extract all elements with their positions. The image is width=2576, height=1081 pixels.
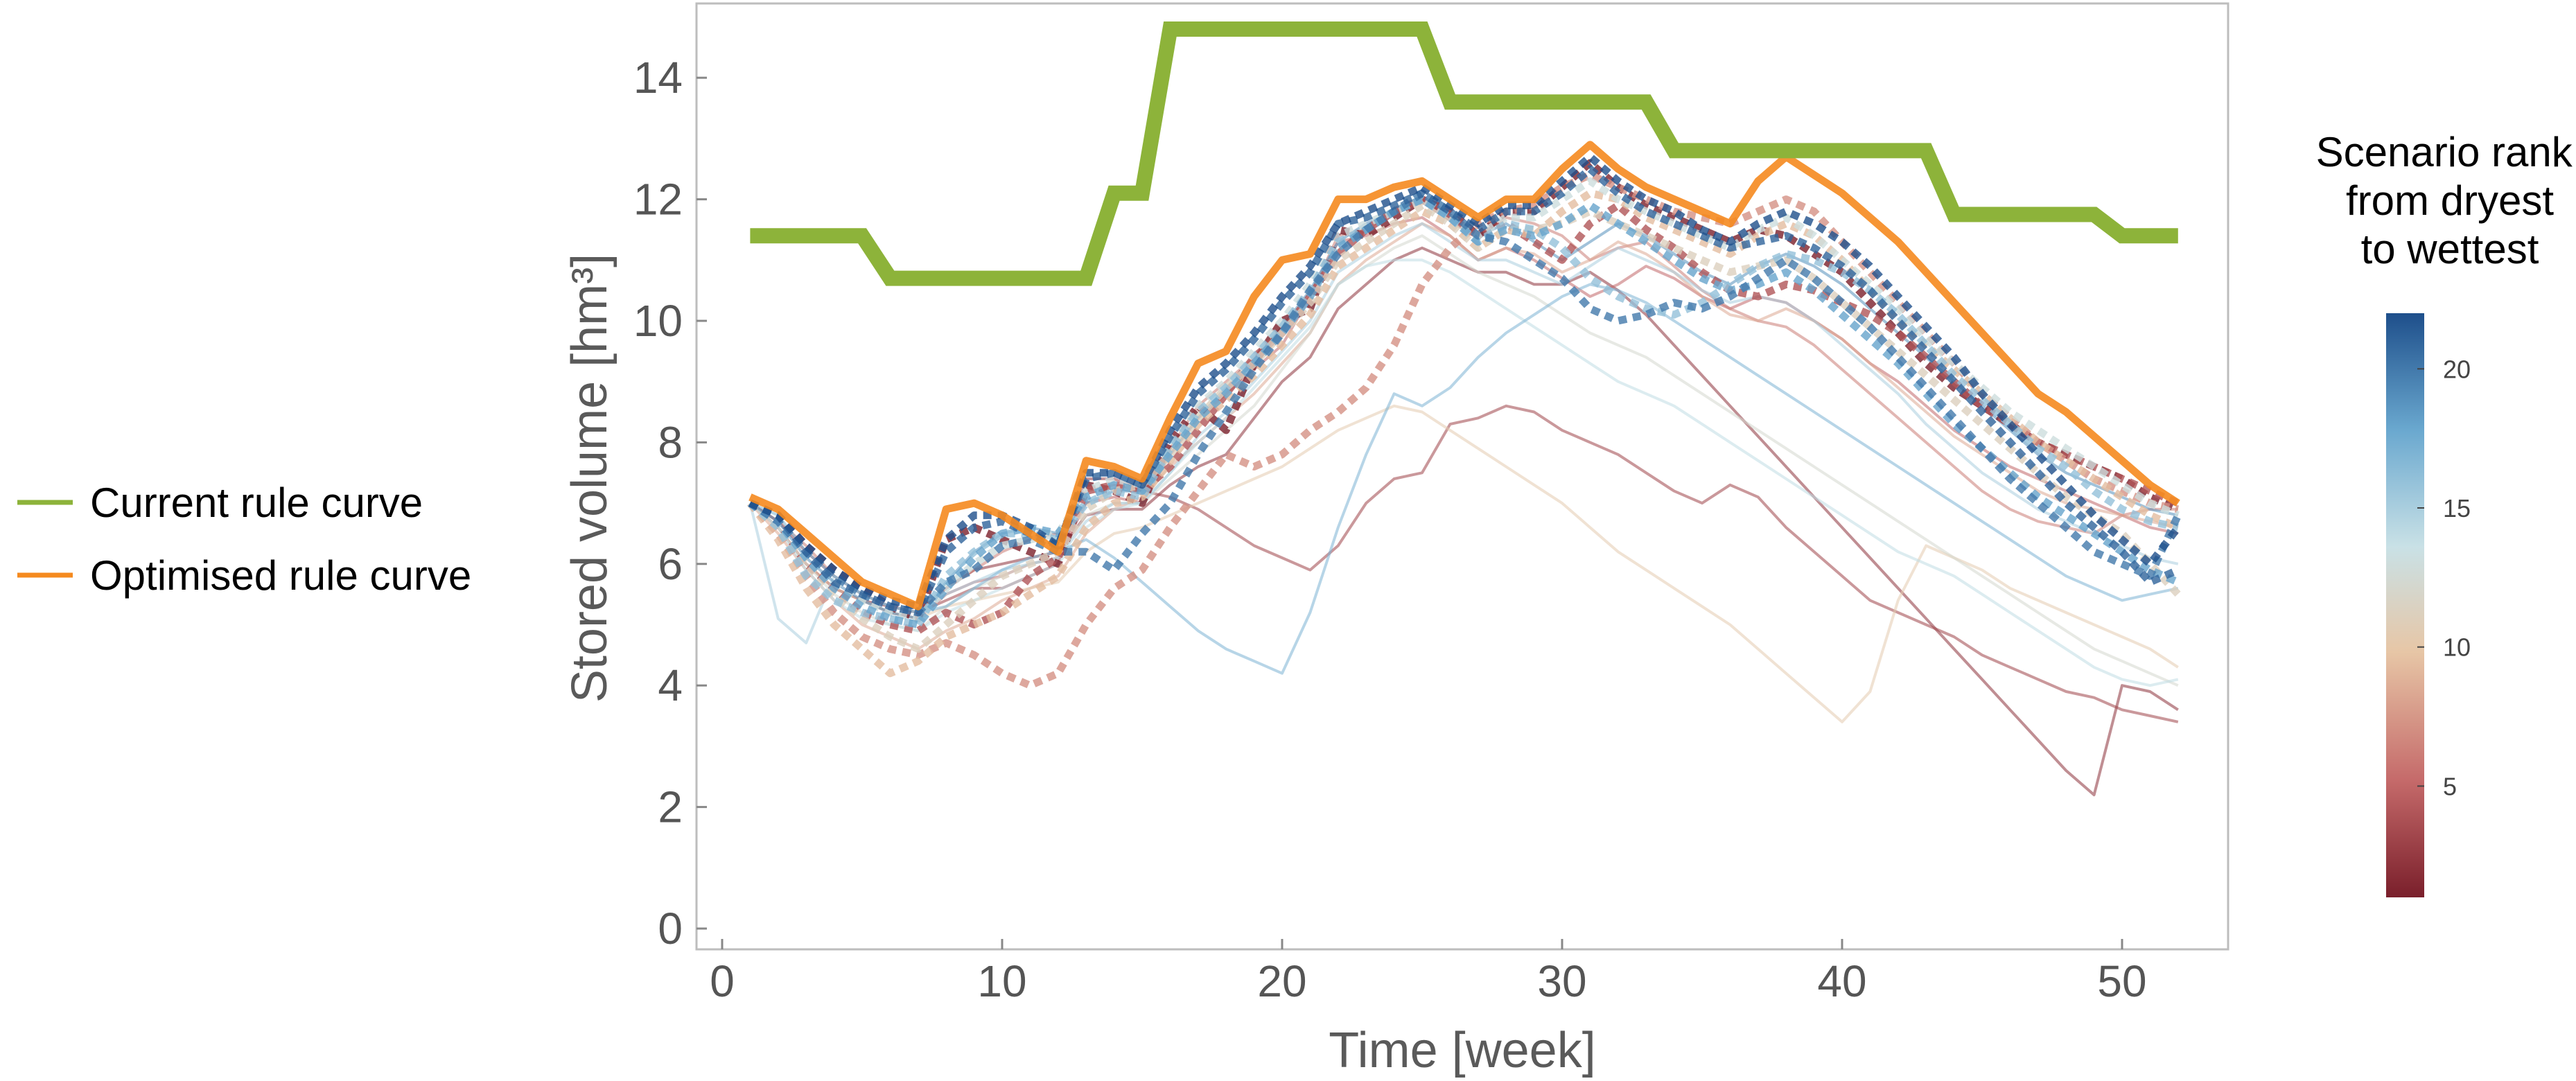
legend-label-current: Current rule curve — [90, 480, 423, 526]
colorbar-tick-label: 20 — [2443, 355, 2471, 383]
colorbar-tick-label: 10 — [2443, 633, 2471, 662]
y-tick-label: 12 — [633, 175, 683, 225]
scenario-line-rank-18 — [748, 195, 2180, 629]
y-axis-ticks: 0 2 4 6 8 10 12 14 — [633, 53, 707, 953]
y-axis-title: Stored volume [hm³] — [562, 254, 617, 703]
scenario-line-rank-12 — [749, 234, 2179, 687]
scenario-line-rank-8 — [748, 222, 2179, 651]
colorbar-gradient — [2386, 313, 2424, 897]
legend: Current rule curve Optimised rule curve — [17, 480, 471, 599]
scenario-line-rank-10 — [749, 404, 2179, 723]
scenario-line-rank-11 — [747, 201, 2181, 653]
y-tick-label: 10 — [633, 296, 683, 346]
y-tick-label: 14 — [633, 53, 683, 103]
colorbar-title-line-1: Scenario rank, — [2316, 129, 2576, 175]
colorbar: Scenario rank, from dryest to wettest 5 1… — [2316, 129, 2576, 897]
x-tick-label: 30 — [1537, 956, 1586, 1006]
x-tick-label: 40 — [1817, 956, 1866, 1006]
y-tick-label: 4 — [658, 660, 683, 710]
scenario-line-rank-14 — [749, 258, 2179, 687]
x-axis-title: Time [week] — [1329, 1023, 1595, 1078]
x-tick-label: 20 — [1257, 956, 1306, 1006]
x-tick-label: 10 — [977, 956, 1026, 1006]
scenario-line-rank-17 — [749, 283, 2179, 675]
scenario-line-rank-15 — [748, 222, 2179, 644]
colorbar-tick-label: 15 — [2443, 494, 2471, 522]
legend-item-current: Current rule curve — [17, 480, 423, 526]
scenario-line-rank-20 — [748, 189, 2182, 617]
series-layer — [747, 21, 2182, 797]
y-tick-label: 2 — [658, 782, 683, 832]
current-rule-curve-line — [750, 21, 2178, 286]
x-axis-ticks: 0 10 20 30 40 50 — [710, 939, 2147, 1006]
scenario-line-rank-1 — [748, 159, 2180, 623]
x-tick-label: 0 — [710, 956, 735, 1006]
y-tick-label: 0 — [658, 904, 683, 953]
legend-label-optimised: Optimised rule curve — [90, 552, 471, 599]
plot-frame — [695, 2, 2229, 951]
optimised-rule-curve-line — [748, 141, 2180, 610]
scenario-line-rank-2 — [749, 246, 2179, 797]
colorbar-title-line-3: to wettest — [2361, 226, 2539, 272]
y-tick-label: 8 — [658, 417, 683, 467]
scenario-line-rank-3 — [749, 404, 2179, 723]
scenario-line-rank-21 — [748, 165, 2180, 617]
colorbar-ticks: 5 10 15 20 — [2417, 355, 2471, 800]
legend-item-optimised: Optimised rule curve — [17, 552, 471, 599]
x-tick-label: 50 — [2097, 956, 2146, 1006]
y-tick-label: 6 — [658, 539, 683, 589]
scenario-line-rank-22 — [748, 152, 2182, 610]
scenario-line-rank-6 — [749, 197, 2178, 614]
colorbar-title-line-2: from dryest — [2346, 177, 2554, 224]
colorbar-tick-label: 5 — [2443, 772, 2457, 800]
